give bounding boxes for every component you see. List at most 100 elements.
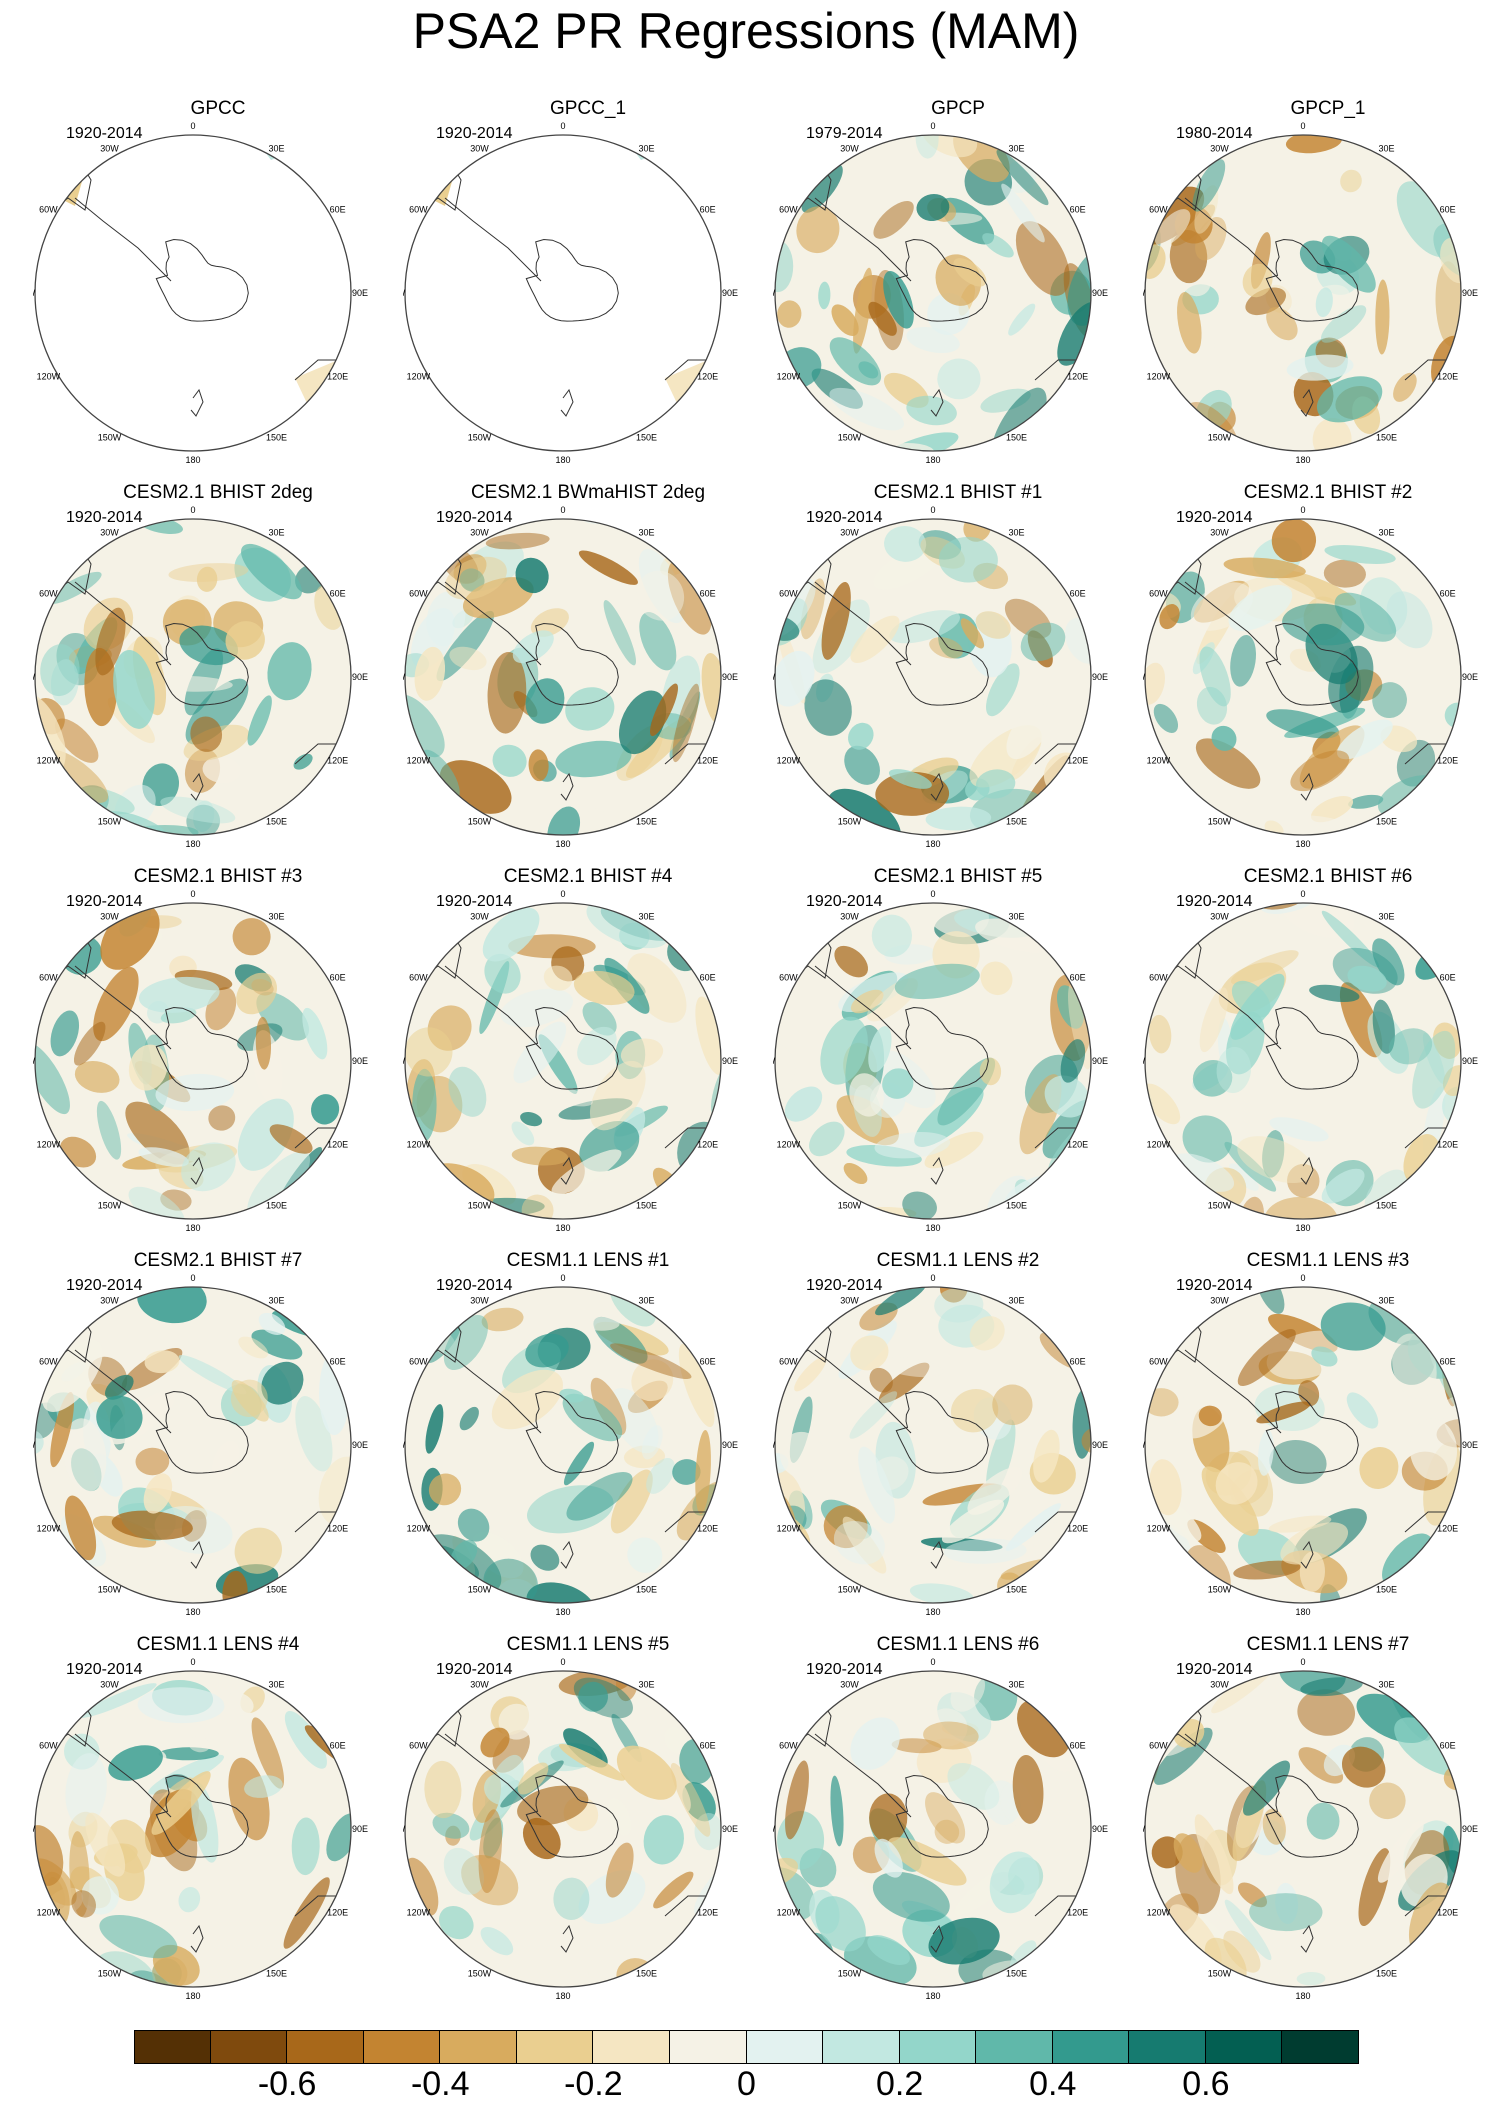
field-blob <box>894 963 980 1000</box>
map-border <box>774 134 1092 452</box>
field-blob <box>487 652 527 734</box>
longitude-label: 30E <box>268 1679 284 1689</box>
antarctica-coastline <box>895 1774 989 1858</box>
map-panel: CESM2.1 BHIST #1 1920-2014 0 30E 60E 90E 120E 1… <box>773 482 1143 866</box>
longitude-label: 150E <box>636 1969 657 1979</box>
longitude-label: 0 <box>190 1273 195 1283</box>
field-blob <box>424 1760 462 1819</box>
field-blob <box>784 1086 823 1122</box>
field-blob <box>1409 1418 1458 1481</box>
field-blob <box>35 1825 64 1886</box>
field-blob <box>178 1886 201 1913</box>
field-blob <box>559 1743 625 1781</box>
longitude-label: 60E <box>1440 1357 1456 1367</box>
longitude-label: 30E <box>1008 143 1024 153</box>
longitude-label: 90W <box>1143 1056 1146 1066</box>
colorbar-tick-label: -0.6 <box>257 2065 317 2103</box>
field-blob <box>1006 704 1051 760</box>
field-blob <box>1297 1689 1356 1736</box>
longitude-label: 90E <box>1092 1440 1108 1450</box>
field-blob <box>1173 1833 1203 1873</box>
polar-stereographic-map: 0 30E 60E 90E 120E 150E 180 150W 120W 90W 60W 30W <box>33 1273 368 1617</box>
field-blob <box>653 1871 694 1909</box>
colorbar-box <box>1205 2030 1283 2064</box>
field-blob <box>603 600 636 666</box>
field-blob <box>168 563 249 582</box>
colorbar-tick-label: -0.4 <box>410 2065 470 2103</box>
field-blob <box>1280 1522 1349 1565</box>
field-blob <box>873 200 914 239</box>
field-blob <box>426 591 466 647</box>
panel-period-label: 1920-2014 <box>806 1661 883 1678</box>
field-blob <box>694 1813 721 1851</box>
longitude-label: 30E <box>268 1295 284 1305</box>
map-panel: GPCC_1 1920-2014 0 30E 60E 90E 120E 150E 180 150W… <box>403 98 773 482</box>
polar-stereographic-map: 0 30E 60E 90E 120E 150E 180 150W 120W 90W 60W 30W <box>403 889 738 1233</box>
longitude-label: 60W <box>779 1357 798 1367</box>
longitude-label: 150E <box>1006 1201 1027 1211</box>
field-blob <box>1320 1302 1386 1351</box>
longitude-label: 150E <box>266 1585 287 1595</box>
field-blob <box>682 1782 716 1822</box>
longitude-label: 60E <box>1070 973 1086 983</box>
field-blob <box>609 1387 659 1454</box>
field-blob <box>1211 725 1237 751</box>
field-blob <box>848 722 874 750</box>
longitude-label: 30E <box>1378 911 1394 921</box>
polar-stereographic-map: 0 30E 60E 90E 120E 150E 180 150W 120W 90W 60W 30W <box>33 505 368 849</box>
map-border <box>34 902 352 1220</box>
antarctica-coastline <box>895 238 989 322</box>
field-blob <box>247 695 272 746</box>
field-blob <box>1393 372 1417 402</box>
field-blob <box>980 961 1013 996</box>
longitude-label: 150W <box>838 1585 862 1595</box>
field-blob <box>875 1287 927 1316</box>
field-blob <box>555 740 632 778</box>
map-panel: CESM1.1 LENS #4 1920-2014 0 30E 60E 90E 120E 15… <box>33 1634 403 2018</box>
field-blob <box>436 610 495 682</box>
longitude-label: 60W <box>409 1357 428 1367</box>
field-blob <box>78 1683 157 1719</box>
field-blob <box>1081 1427 1091 1454</box>
longitude-label: 120E <box>1067 372 1088 382</box>
longitude-label: 90E <box>722 288 738 298</box>
longitude-label: 0 <box>1300 1273 1305 1283</box>
panel-period-label: 1920-2014 <box>436 893 513 910</box>
field-blob <box>35 1042 70 1115</box>
field-blob <box>869 1367 893 1393</box>
longitude-label: 120W <box>37 1908 61 1918</box>
map-panel: CESM2.1 BHIST #2 1920-2014 0 30E 60E 90E 120E 1… <box>1143 482 1492 866</box>
field-blob <box>85 1812 126 1877</box>
field-blob <box>1242 263 1273 298</box>
field-blob <box>941 1499 1005 1544</box>
colorbar-box <box>287 2030 364 2064</box>
field-blob <box>820 1016 868 1085</box>
antarctic-peninsula <box>74 1733 172 1818</box>
longitude-label: 180 <box>555 1223 570 1233</box>
map-panel: CESM1.1 LENS #7 1920-2014 0 30E 60E 90E 120E 15… <box>1143 1634 1492 2018</box>
longitude-label: 90W <box>403 672 406 682</box>
longitude-label: 90E <box>1462 1824 1478 1834</box>
panel-title: CESM1.1 LENS #5 <box>506 1634 670 1655</box>
longitude-label: 120W <box>37 1140 61 1150</box>
longitude-label: 150E <box>636 817 657 827</box>
longitude-label: 0 <box>1300 505 1305 515</box>
polar-stereographic-map: 0 30E 60E 90E 120E 150E 180 150W 120W 90W 60W 30W <box>403 1657 738 2001</box>
longitude-label: 150W <box>468 433 492 443</box>
longitude-label: 150W <box>1208 817 1232 827</box>
longitude-label: 60W <box>39 1741 58 1751</box>
field-blob <box>925 806 992 831</box>
new-zealand-coastline <box>1300 772 1314 801</box>
field-blob <box>695 1429 711 1515</box>
longitude-label: 60W <box>409 973 428 983</box>
field-blob <box>484 953 521 994</box>
field-blob <box>1159 604 1180 630</box>
new-zealand-coastline <box>560 772 574 801</box>
field-blob <box>230 1379 268 1417</box>
field-blob <box>1215 1462 1258 1505</box>
new-zealand-coastline <box>930 1924 944 1953</box>
field-blob <box>498 1703 535 1740</box>
field-blob <box>573 1677 633 1719</box>
map-border <box>774 1286 1092 1604</box>
field-blob <box>1433 1022 1461 1059</box>
